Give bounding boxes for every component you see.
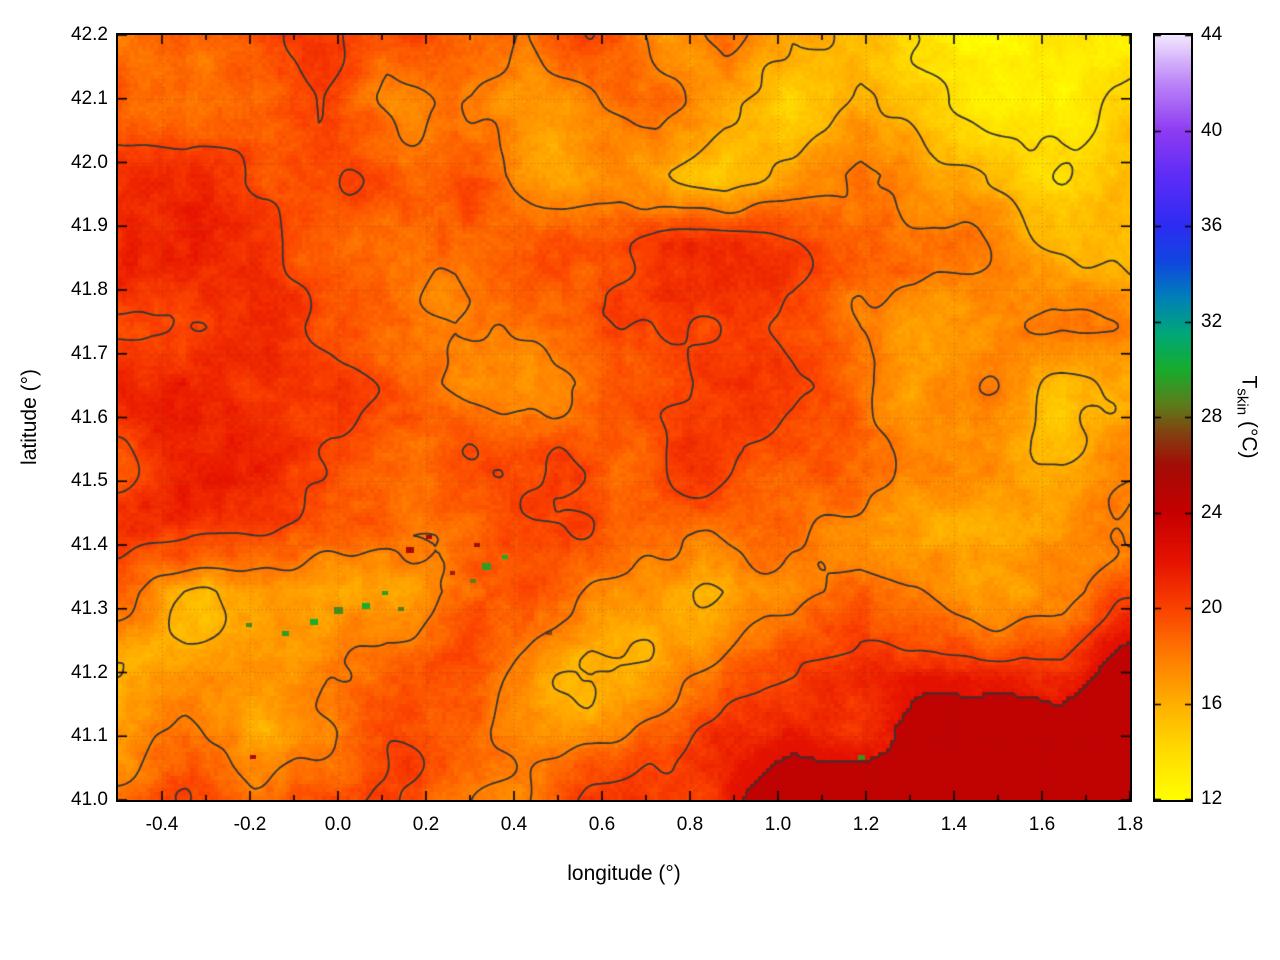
x-tick-label: 0.6	[588, 814, 616, 835]
x-tick-label: -0.2	[233, 814, 267, 835]
cb-tick-label: 24	[1201, 501, 1223, 523]
heatmap-canvas	[118, 35, 1130, 800]
colorbar-canvas	[1155, 35, 1191, 800]
cb-tick-label: 16	[1201, 692, 1223, 714]
x-tick-label: 1.0	[764, 814, 792, 835]
y-tick-label: 41.8	[71, 279, 108, 300]
y-tick-label: 42.0	[71, 151, 108, 173]
y-axis-title: latitude (°)	[18, 369, 41, 465]
x-tick-label: -0.4	[145, 814, 179, 835]
y-tick-label: 42.2	[71, 24, 108, 45]
x-tick-label: 0.0	[324, 814, 352, 835]
y-tick-label: 41.1	[71, 725, 108, 747]
x-tick-label: 1.4	[940, 814, 968, 835]
y-tick-label: 41.3	[71, 597, 108, 619]
colorbar	[1153, 33, 1193, 802]
y-tick-label: 41.4	[71, 534, 108, 555]
x-tick-label: 1.6	[1028, 814, 1056, 835]
y-tick-label: 41.2	[71, 661, 108, 683]
y-tick-label: 41.9	[71, 215, 108, 237]
y-tick-label: 41.6	[71, 406, 108, 428]
x-tick-label: 0.4	[500, 814, 528, 835]
y-tick-label: 41.5	[71, 470, 108, 492]
cb-tick-label: 44	[1201, 24, 1223, 45]
plot-area	[116, 33, 1132, 802]
y-tick-label: 41.7	[71, 342, 108, 364]
y-tick-label: 41.0	[71, 789, 108, 810]
cb-tick-label: 40	[1201, 119, 1223, 141]
cb-tick-label: 32	[1201, 310, 1223, 332]
cb-tick-label: 20	[1201, 597, 1223, 618]
x-tick-label: 0.2	[412, 814, 440, 835]
x-tick-label: 1.2	[852, 814, 880, 835]
colorbar-title-symbol: T	[1237, 375, 1261, 389]
x-axis-title: longitude (°)	[567, 862, 681, 885]
cb-tick-label: 28	[1201, 406, 1223, 427]
cb-tick-label: 36	[1201, 215, 1223, 236]
x-tick-label: 1.8	[1116, 814, 1144, 835]
x-tick-label: 0.8	[676, 814, 704, 835]
cb-tick-label: 12	[1201, 788, 1223, 809]
y-tick-label: 42.1	[71, 87, 108, 109]
